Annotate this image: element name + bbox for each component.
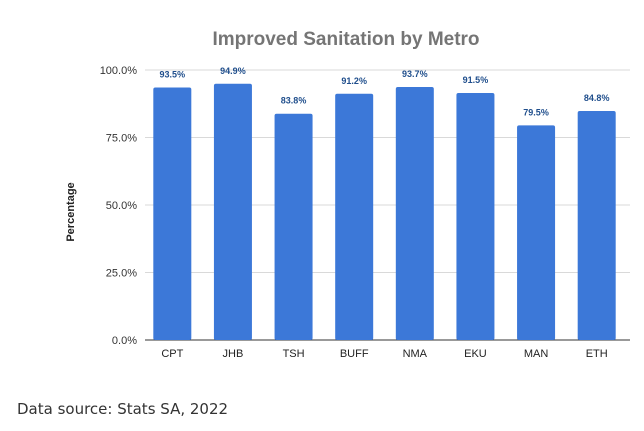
- bar-chart: Improved Sanitation by Metro Percentage …: [65, 29, 630, 360]
- y-tick-label: 75.0%: [106, 133, 137, 145]
- data-label: 93.5%: [160, 70, 186, 80]
- bar-eth: [577, 111, 616, 340]
- bar-eku: [456, 92, 495, 340]
- y-axis-label: Percentage: [65, 182, 77, 241]
- x-tick-label: ETH: [586, 348, 608, 360]
- x-tick-label: MAN: [524, 348, 549, 360]
- data-label: 93.7%: [402, 69, 428, 79]
- data-label: 94.9%: [220, 66, 246, 76]
- y-tick-label: 50.0%: [106, 200, 137, 212]
- bar-jhb: [213, 83, 252, 341]
- y-tick-label: 100.0%: [100, 65, 138, 77]
- data-label: 84.8%: [584, 93, 610, 103]
- data-source: Data source: Stats SA, 2022: [17, 400, 229, 418]
- data-label: 83.8%: [281, 96, 307, 106]
- x-tick-label: EKU: [464, 348, 487, 360]
- x-tick-label: NMA: [403, 348, 428, 360]
- bar-man: [517, 125, 556, 340]
- y-tick-label: 25.0%: [106, 268, 137, 280]
- x-tick-label: JHB: [223, 348, 244, 360]
- data-label: 91.5%: [463, 75, 489, 85]
- data-label: 91.2%: [341, 76, 367, 86]
- data-label: 79.5%: [523, 107, 549, 117]
- x-tick-label: TSH: [283, 348, 305, 360]
- chart-title: Improved Sanitation by Metro: [212, 29, 479, 50]
- bar-nma: [395, 87, 434, 340]
- x-tick-label: CPT: [161, 348, 183, 360]
- x-tick-label: BUFF: [340, 348, 369, 360]
- bar-buff: [335, 93, 374, 340]
- y-tick-label: 0.0%: [112, 335, 137, 347]
- bar-tsh: [274, 113, 313, 341]
- bar-cpt: [153, 87, 192, 340]
